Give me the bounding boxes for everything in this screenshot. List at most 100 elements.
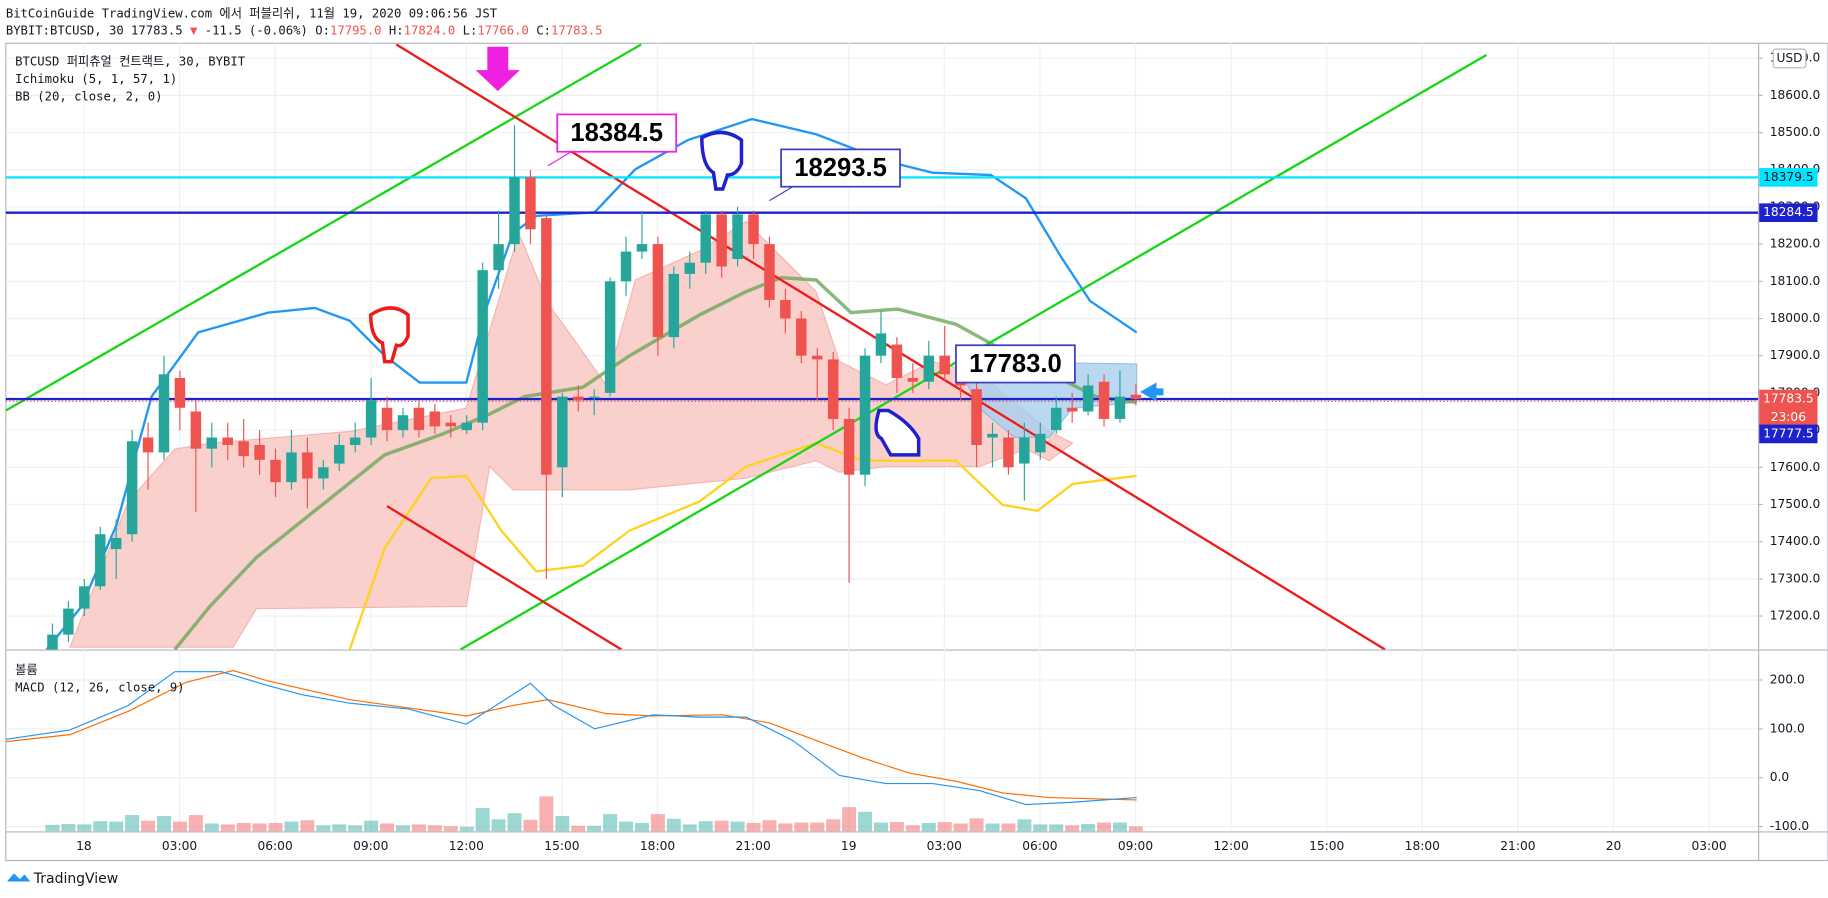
volume-bar [1001, 823, 1016, 832]
volume-bar [603, 814, 618, 832]
publisher: BitCoinGuide TradingView.com 에서 퍼블리쉬, 11… [6, 7, 498, 21]
candle-body [429, 411, 441, 427]
volume-bar [842, 807, 857, 832]
candle-body [270, 459, 281, 483]
x-tick-label: 09:00 [353, 839, 388, 853]
volume-bar [395, 825, 410, 832]
callout-text: 18384.5 [570, 119, 663, 147]
axes: 17200.017300.017400.017500.017600.017700… [76, 48, 1821, 853]
volume-bar [905, 825, 920, 832]
volume-bar [141, 820, 156, 832]
x-tick-label: 12:00 [1213, 839, 1248, 853]
candle-body [987, 433, 998, 438]
volume-bar [156, 815, 171, 832]
candle-body [939, 355, 950, 375]
candle-body [827, 359, 839, 419]
price-tag [1759, 203, 1818, 223]
candle-body [461, 422, 472, 431]
h-value: 17824.0 [404, 23, 456, 37]
volume-bar [571, 825, 586, 832]
tv-logo [6, 873, 31, 882]
volume-bar [125, 815, 140, 832]
candle-body [79, 586, 90, 609]
y-tick-label: 18100.0 [1770, 274, 1821, 288]
candle-body [397, 415, 409, 431]
price-tag-label: 17777.5 [1763, 426, 1814, 440]
candle-body [859, 355, 871, 475]
candle-body [620, 251, 632, 282]
volume-bar [937, 822, 952, 832]
volume-bar [873, 822, 888, 832]
candle-body [700, 214, 711, 263]
volume-bar [1097, 822, 1112, 832]
callout-box [556, 113, 678, 153]
volume-bar [794, 822, 809, 832]
volume-bar [491, 819, 506, 832]
candle-body [334, 444, 345, 464]
candle-body [477, 270, 488, 423]
y-tick-label: 200.0 [1770, 672, 1805, 686]
macd-signal [5, 669, 1137, 801]
y-tick-label: 18200.0 [1770, 237, 1821, 251]
x-tick-label: 06:00 [257, 839, 292, 853]
candle-body [971, 389, 982, 445]
x-tick-label: 09:00 [1118, 839, 1153, 853]
volume-bar [93, 821, 108, 832]
pane-label: MACD (12, 26, close, 9) [15, 680, 184, 694]
candle-body [1019, 437, 1030, 464]
frame [5, 42, 1828, 862]
volume-bar [619, 821, 634, 832]
candle-body [254, 444, 265, 460]
callout-text: 18293.5 [794, 154, 887, 182]
hand-icon [874, 408, 921, 457]
candle-body [811, 355, 823, 360]
candle-body [318, 467, 329, 479]
candle-body [445, 422, 457, 427]
y-tick-label: 0.0 [1770, 770, 1789, 784]
candle-body [174, 378, 186, 408]
volume-bar [1065, 825, 1080, 832]
candle-body [95, 534, 106, 587]
volume-bar [507, 813, 522, 832]
volume-bar [364, 820, 379, 832]
y-tick-label: 17200.0 [1770, 609, 1821, 623]
candle-body [923, 355, 935, 382]
volume-bar [45, 824, 60, 832]
volume-bar [714, 820, 729, 832]
candle-body [557, 396, 568, 468]
volume-bar [443, 826, 458, 832]
candle-body [63, 608, 74, 635]
x-tick-label: 03:00 [927, 839, 962, 853]
candle-body [636, 244, 648, 252]
x-tick-label: 18:00 [640, 839, 675, 853]
legend-entry: BTCUSD 퍼피츄얼 컨트랙트, 30, BYBIT [15, 54, 246, 68]
candle-body [365, 400, 377, 438]
volume-bar [1017, 819, 1032, 832]
macd-line [5, 671, 1137, 806]
candle-body [1035, 433, 1046, 453]
price-tag-label: 18379.5 [1763, 170, 1814, 184]
candle-body [525, 177, 536, 230]
x-tick-label: 12:00 [449, 839, 484, 853]
c-label: C: [536, 23, 551, 37]
candles [47, 125, 1142, 650]
candle-body [1003, 437, 1014, 468]
l-label: L: [463, 23, 478, 37]
candle-body [286, 452, 297, 483]
candle-body [652, 244, 664, 338]
y-tick-label: -100.0 [1770, 819, 1809, 833]
x-tick-label: 21:00 [1500, 839, 1535, 853]
volume-bar [889, 822, 904, 832]
volume-bar [1033, 824, 1048, 832]
bb-lower [348, 441, 1137, 650]
volume-bar [427, 825, 442, 832]
volume-bar [698, 821, 713, 832]
bb-basis [173, 275, 1137, 650]
volume-bar [921, 822, 936, 832]
volume-bar [746, 822, 761, 832]
volume-bar [252, 823, 267, 832]
candle-body [493, 244, 504, 271]
volume-bar [1049, 824, 1064, 832]
x-tick-label: 03:00 [162, 839, 197, 853]
